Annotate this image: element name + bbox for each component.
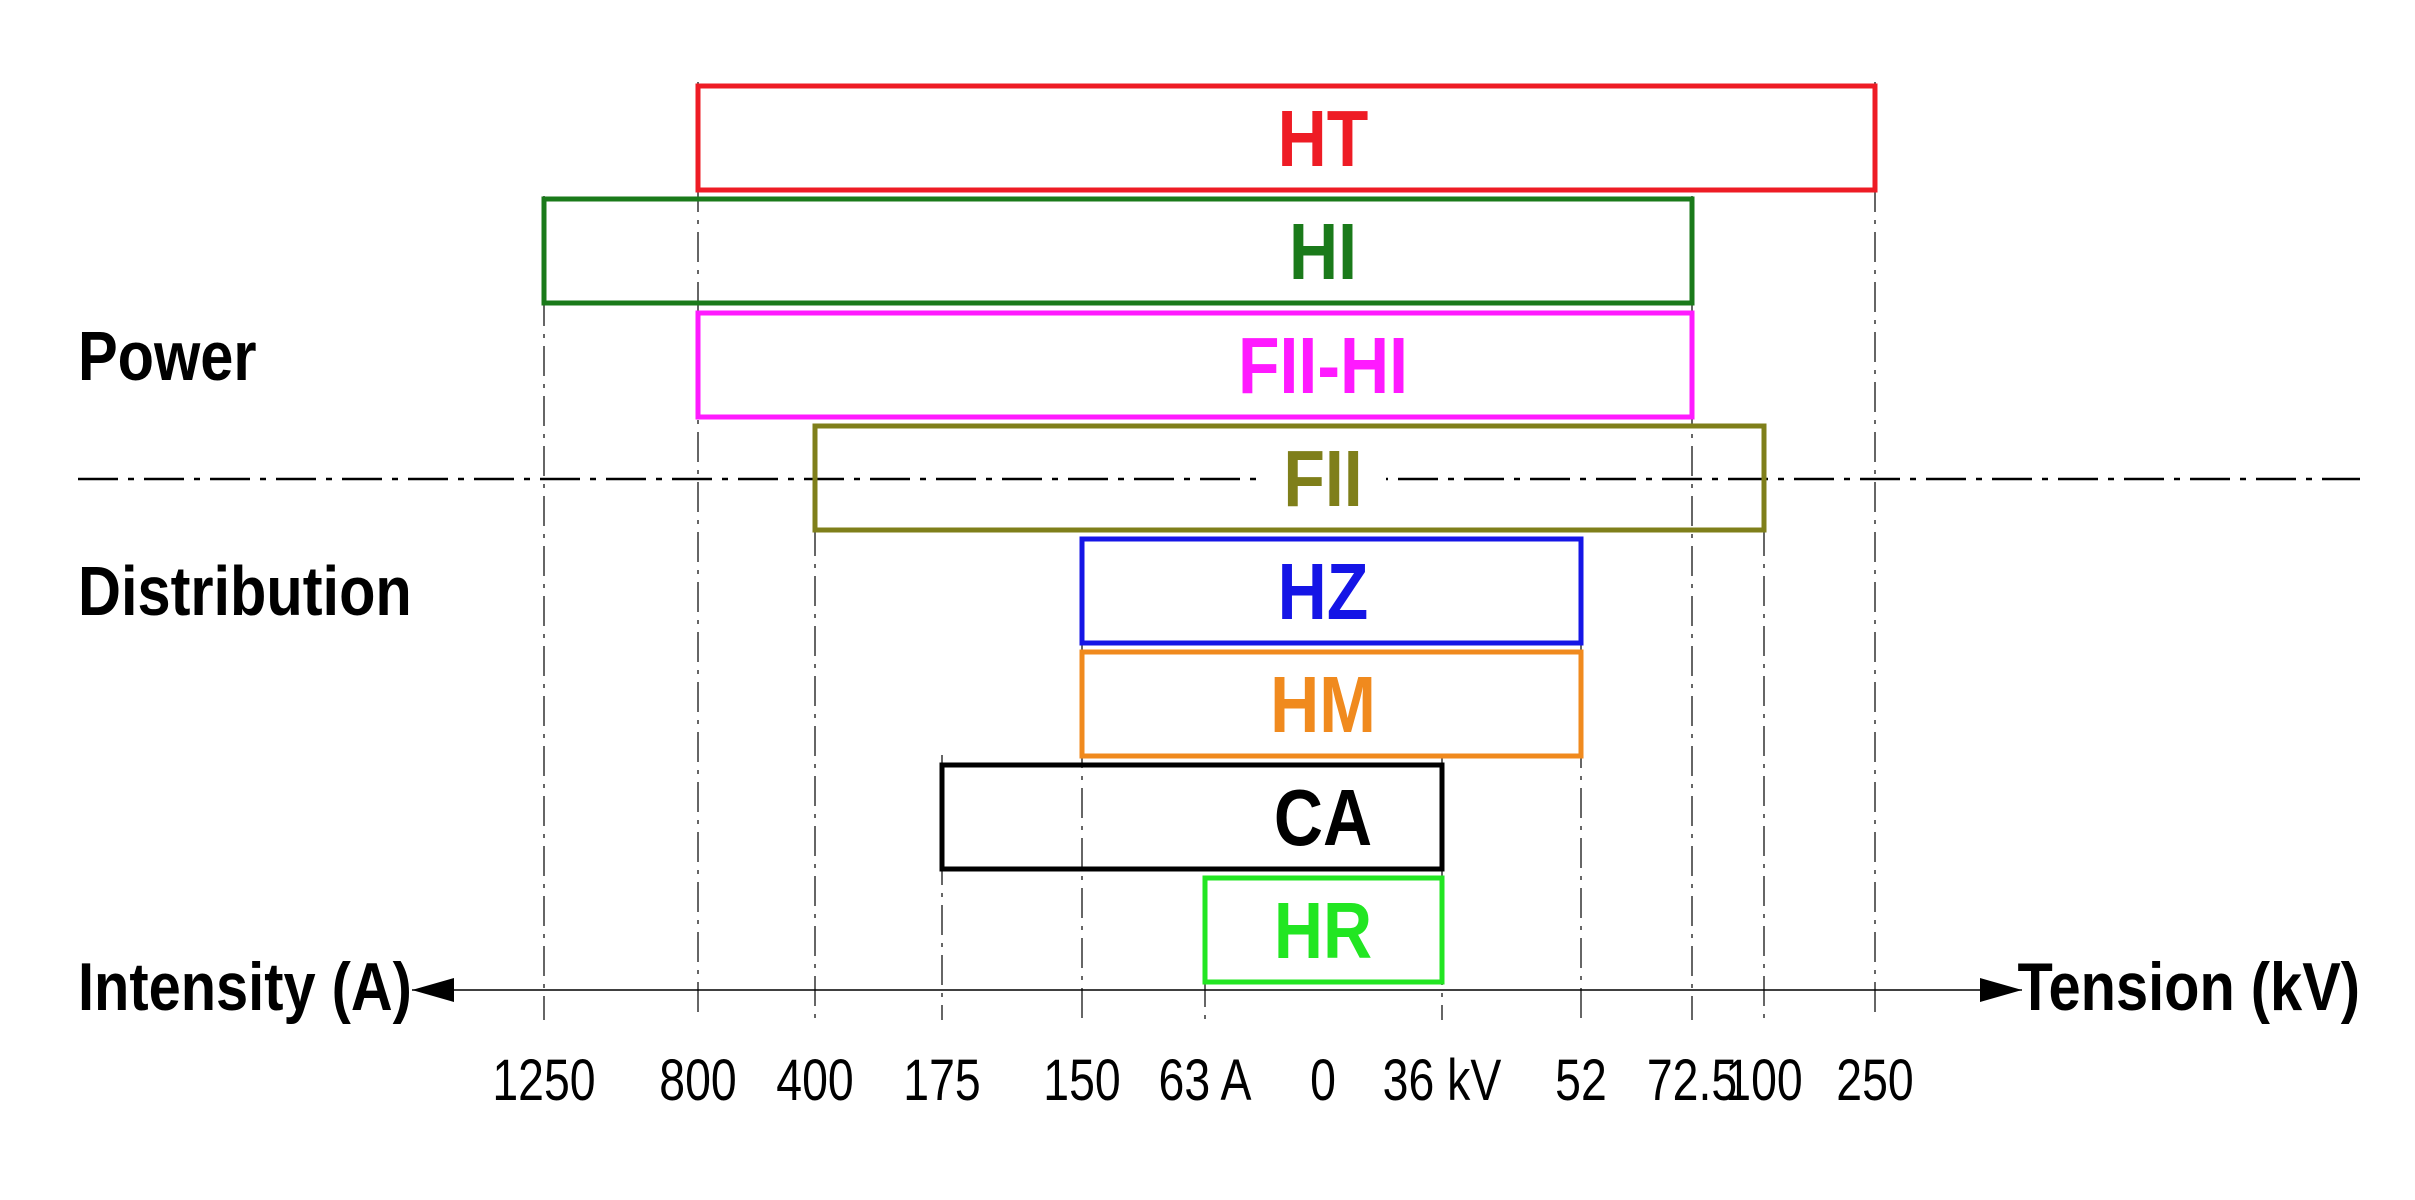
range-bar-ht: HT [695, 83, 1878, 193]
range-box-hm [1079, 649, 1584, 759]
range-label-fii: FII [1283, 434, 1362, 523]
range-label-hm: HM [1270, 660, 1376, 749]
range-bar-hr: HR [1202, 875, 1445, 985]
range-box-ca [939, 762, 1445, 872]
distribution-section-label: Distribution [78, 551, 412, 630]
right-arrowhead-icon [1980, 978, 2022, 1002]
tick-label: 150 [1043, 1048, 1120, 1113]
range-bar-ca: CA [939, 762, 1445, 872]
range-label-fii-hi: FII-HI [1238, 321, 1408, 410]
range-label-hi: HI [1289, 207, 1357, 296]
range-bar-hz: HZ [1079, 536, 1584, 646]
tick-label: 250 [1836, 1048, 1913, 1113]
range-label-hz: HZ [1278, 547, 1369, 636]
range-bars: HT HI FII-HI FII HZ HM CA HR [541, 83, 1878, 985]
tick-label: 72.5 [1647, 1048, 1737, 1113]
range-bar-fii: FII [812, 423, 1767, 533]
range-bar-fii-hi: FII-HI [695, 310, 1695, 420]
range-box-fii [812, 423, 1767, 533]
range-label-hr: HR [1274, 886, 1372, 975]
range-label-ca: CA [1274, 773, 1372, 862]
range-bar-hm: HM [1079, 649, 1584, 759]
left-arrowhead-icon [412, 978, 454, 1002]
range-box-ht [695, 83, 1878, 193]
tick-label: 800 [659, 1048, 736, 1113]
tension-axis-title: Tension (kV) [2018, 950, 2360, 1025]
tick-label: 100 [1725, 1048, 1802, 1113]
tick-label: 36 kV [1383, 1048, 1502, 1113]
range-label-ht: HT [1278, 94, 1369, 183]
range-label-background [1262, 455, 1386, 505]
tick-label: 0 [1310, 1048, 1336, 1113]
range-box-hi [541, 196, 1695, 306]
tick-label: 52 [1555, 1048, 1607, 1113]
tick-label: 63 A [1159, 1048, 1252, 1113]
intensity-axis-title: Intensity (A) [78, 950, 412, 1025]
tick-label: 1250 [492, 1048, 595, 1113]
tick-label: 400 [776, 1048, 853, 1113]
tick-label: 175 [903, 1048, 980, 1113]
power-section-label: Power [78, 316, 257, 395]
range-box-hr [1202, 875, 1445, 985]
range-box-hz [1079, 536, 1584, 646]
range-bar-hi: HI [541, 196, 1695, 306]
range-box-fii-hi [695, 310, 1695, 420]
